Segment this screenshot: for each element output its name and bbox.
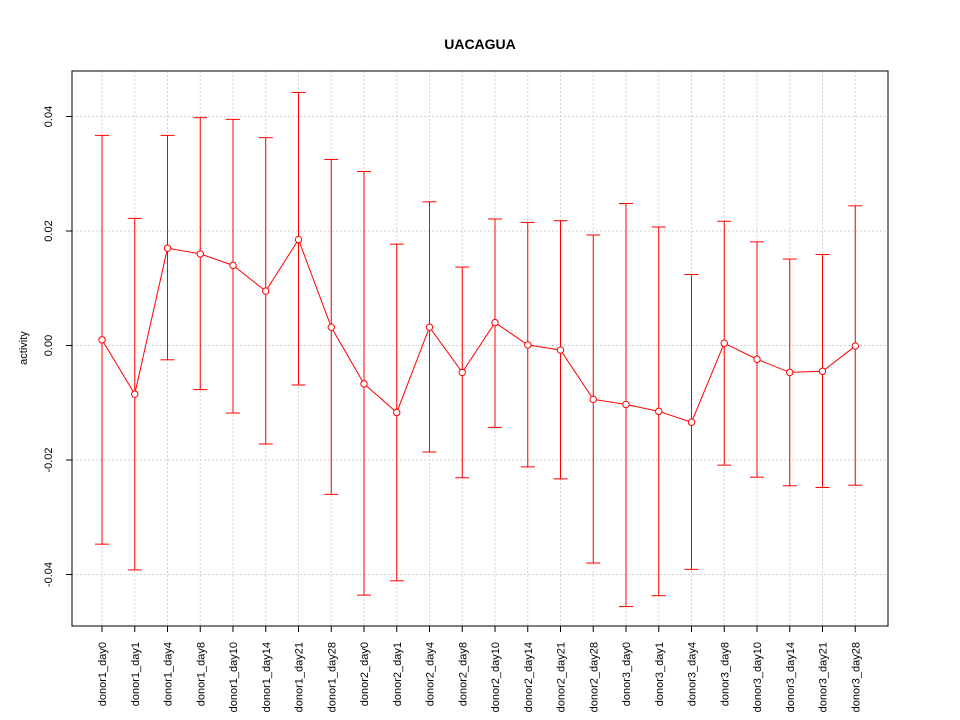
x-tick-label: donor2_day21	[556, 642, 568, 712]
x-tick-label: donor1_day10	[228, 642, 240, 712]
data-point	[655, 407, 663, 416]
x-tick-label: donor2_day14	[523, 642, 535, 712]
x-tick-label: donor3_day10	[752, 642, 764, 712]
data-point	[360, 380, 368, 388]
data-point	[589, 395, 597, 404]
data-point	[818, 367, 827, 375]
data-point	[131, 390, 139, 398]
y-tick-label: 0.04	[43, 106, 55, 127]
data-point	[262, 287, 270, 295]
x-tick-label: donor3_day8	[719, 642, 731, 706]
grid	[72, 71, 888, 626]
x-tick-label: donor2_day10	[490, 642, 502, 712]
data-point	[393, 408, 401, 417]
data-point	[753, 355, 761, 363]
x-tick-label: donor3_day1	[654, 642, 666, 706]
x-tick-label: donor3_day14	[785, 642, 797, 712]
data-point	[229, 261, 237, 270]
data-point	[294, 235, 303, 244]
x-tick-label: donor3_day4	[687, 642, 699, 706]
x-tick-label: donor3_day28	[850, 642, 862, 712]
x-tick-label: donor2_day1	[392, 642, 404, 706]
data-point	[524, 341, 532, 349]
x-tick-label: donor1_day0	[97, 642, 109, 706]
x-tick-label: donor1_day28	[326, 642, 338, 712]
x-tick-label: donor3_day0	[621, 642, 633, 706]
error-bars	[95, 91, 863, 608]
x-tick-label: donor2_day0	[359, 642, 371, 706]
y-axis-label: activity	[18, 331, 30, 365]
data-point	[98, 336, 106, 344]
x-tick-label: donor2_day4	[425, 642, 437, 706]
y-tick-label: 0.02	[43, 220, 55, 241]
data-points	[98, 235, 859, 426]
y-tick-label: 0.00	[43, 335, 55, 356]
x-tick-label: donor1_day21	[294, 642, 306, 712]
data-point	[556, 346, 565, 354]
chart-title: UACAGUA	[444, 36, 516, 52]
data-point	[622, 400, 630, 409]
x-tick-label: donor2_day28	[588, 642, 600, 712]
x-tick-label: donor1_day8	[195, 642, 207, 706]
data-point	[786, 368, 794, 377]
data-point	[163, 244, 172, 252]
x-axis: donor1_day0 donor1_day1 donor1_day4 donor1_…	[97, 626, 862, 712]
data-point	[491, 318, 499, 327]
data-point	[196, 250, 204, 258]
data-point	[687, 418, 696, 426]
x-tick-label: donor1_day4	[163, 642, 175, 706]
series-polyline	[101, 238, 856, 423]
y-tick-label: -0.04	[43, 562, 55, 587]
x-tick-label: donor3_day21	[818, 642, 830, 712]
x-tick-label: donor2_day8	[457, 642, 469, 706]
x-tick-label: donor1_day1	[130, 642, 142, 706]
y-axis: -0.04 -0.02 0.00 0.02 0.04	[43, 106, 72, 587]
x-tick-label: donor1_day14	[261, 642, 273, 712]
data-point	[425, 323, 434, 331]
data-point	[327, 323, 335, 331]
data-point	[851, 342, 859, 350]
y-tick-label: -0.02	[43, 447, 55, 472]
series-line	[101, 238, 856, 423]
data-point	[720, 339, 728, 347]
data-point	[458, 368, 466, 377]
plot-frame	[71, 70, 889, 627]
